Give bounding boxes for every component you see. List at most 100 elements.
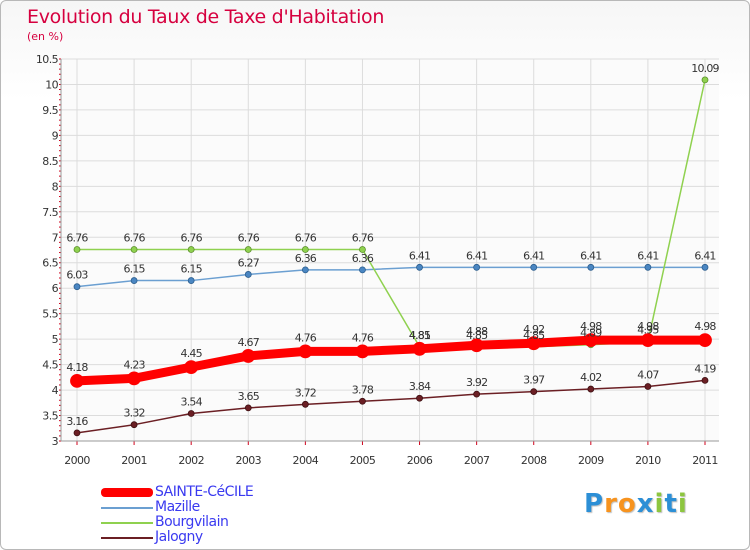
series-0-data-label: 4.18 xyxy=(66,361,88,374)
series-0-point xyxy=(526,336,541,351)
series-2-data-label: 4.85 xyxy=(523,329,545,342)
series-3-point xyxy=(701,376,709,384)
series-1-data-label: 6.27 xyxy=(238,256,260,269)
series-1-data-label: 6.41 xyxy=(580,249,601,262)
x-tick-label: 2000 xyxy=(64,454,90,467)
series-2-data-label: 4.95 xyxy=(637,324,659,337)
series-1-line xyxy=(76,266,706,288)
series-0-data-label: 4.67 xyxy=(238,336,260,349)
series-3-data-label: 3.97 xyxy=(523,374,545,387)
series-2-point xyxy=(187,246,195,253)
series-1-point xyxy=(587,263,595,271)
series-2-data-label: 4.85 xyxy=(409,329,431,342)
series-1-point xyxy=(530,263,538,271)
logo-letter: o xyxy=(617,489,637,519)
series-0-line xyxy=(72,335,710,386)
series-0-data-label: 4.98 xyxy=(580,320,602,333)
y-tick-label: 8 xyxy=(52,180,59,193)
y-tick-label: 7 xyxy=(52,231,59,244)
series-0-data-label: 4.76 xyxy=(295,331,317,344)
series-1-point xyxy=(73,283,81,291)
series-0-point xyxy=(298,344,313,359)
y-tick-label: 6 xyxy=(52,282,59,295)
legend-label-sainte-cecile: SAINTE-CéCILE xyxy=(155,484,254,500)
series-3-data-label: 3.54 xyxy=(181,395,203,408)
series-2-data-label: 6.76 xyxy=(238,231,260,244)
y-tick-label: 5 xyxy=(52,333,59,346)
series-2-data-label: 6.76 xyxy=(352,231,374,244)
series-1-data-label: 6.41 xyxy=(466,249,487,262)
y-tick-label: 4.5 xyxy=(42,359,58,372)
series-3-point xyxy=(73,429,81,437)
series-3-point xyxy=(301,400,309,408)
series-2-data-label: 6.76 xyxy=(181,231,203,244)
legend-swatch-jalogny xyxy=(101,537,153,539)
series-1-point xyxy=(301,266,309,274)
x-tick-label: 2003 xyxy=(235,454,261,467)
logo-letter: i xyxy=(654,489,665,519)
series-1-data-label: 6.15 xyxy=(181,263,203,276)
series-1-point xyxy=(359,266,366,274)
logo-letter: P xyxy=(584,489,605,519)
x-tick-label: 2008 xyxy=(521,454,547,467)
series-3-point xyxy=(644,383,652,390)
series-0-data-label: 4.76 xyxy=(352,331,374,344)
series-2-point xyxy=(244,246,252,253)
series-2-point xyxy=(130,246,138,253)
series-1-point xyxy=(244,271,252,278)
x-tick-label: 2001 xyxy=(121,454,147,467)
series-3-line xyxy=(76,379,706,434)
series-3-data-label: 4.02 xyxy=(580,371,601,384)
y-tick-label: 7.5 xyxy=(42,206,58,219)
series-3-data-label: 3.16 xyxy=(66,415,88,428)
series-3-point xyxy=(130,421,138,429)
series-2-data-label: 6.76 xyxy=(66,231,88,244)
legend-label-mazille: Mazille xyxy=(155,499,200,515)
series-3-point xyxy=(473,390,481,398)
series-3-data-label: 4.19 xyxy=(694,362,716,375)
series-3-data-label: 3.78 xyxy=(352,383,374,396)
series-2-point xyxy=(701,76,709,84)
x-tick-label: 2011 xyxy=(692,454,718,467)
logo-letter: x xyxy=(636,489,655,519)
series-0-point xyxy=(412,341,427,356)
series-0-point xyxy=(583,333,598,348)
series-1-point xyxy=(187,277,195,284)
y-tick-label: 5.5 xyxy=(42,308,58,321)
series-3-data-label: 3.32 xyxy=(123,407,144,420)
y-tick-label: 9.5 xyxy=(42,104,58,117)
series-1-data-label: 6.15 xyxy=(123,263,145,276)
series-2-data-label: 4.89 xyxy=(580,327,602,340)
logo-letter: r xyxy=(604,489,618,519)
series-2-data-label: 4.85 xyxy=(466,329,488,342)
series-3-point xyxy=(416,394,423,402)
legend-label-bourgvilain: Bourgvilain xyxy=(155,514,229,530)
legend-swatch-bourgvilain xyxy=(101,522,153,524)
series-2-point xyxy=(301,246,309,253)
x-tick-label: 2002 xyxy=(178,454,204,467)
y-tick-label: 4 xyxy=(52,384,59,397)
y-tick-label: 3.5 xyxy=(42,410,58,423)
y-tick-label: 8.5 xyxy=(42,155,58,168)
series-0-data-label: 4.98 xyxy=(694,320,716,333)
x-tick-label: 2004 xyxy=(293,454,319,467)
series-1-point xyxy=(701,263,709,271)
series-0-point xyxy=(698,333,712,348)
series-3-point xyxy=(530,388,538,395)
series-0-point xyxy=(469,338,484,353)
series-0-data-label: 4.23 xyxy=(123,358,145,371)
series-3-data-label: 4.07 xyxy=(637,369,659,382)
x-tick-label: 2010 xyxy=(635,454,661,467)
legend-swatch-sainte-cecile xyxy=(101,488,153,497)
x-tick-label: 2006 xyxy=(407,454,433,467)
series-3-point xyxy=(187,410,195,417)
series-2-point xyxy=(73,246,81,253)
chart-title: Evolution du Taux de Taxe d'Habitation xyxy=(27,6,385,28)
series-1-point xyxy=(473,263,481,271)
series-1-point xyxy=(644,263,652,271)
series-3-data-label: 3.92 xyxy=(466,376,487,389)
series-1-data-label: 6.41 xyxy=(637,249,658,262)
series-1-point xyxy=(130,277,138,284)
series-0-point xyxy=(641,333,655,348)
